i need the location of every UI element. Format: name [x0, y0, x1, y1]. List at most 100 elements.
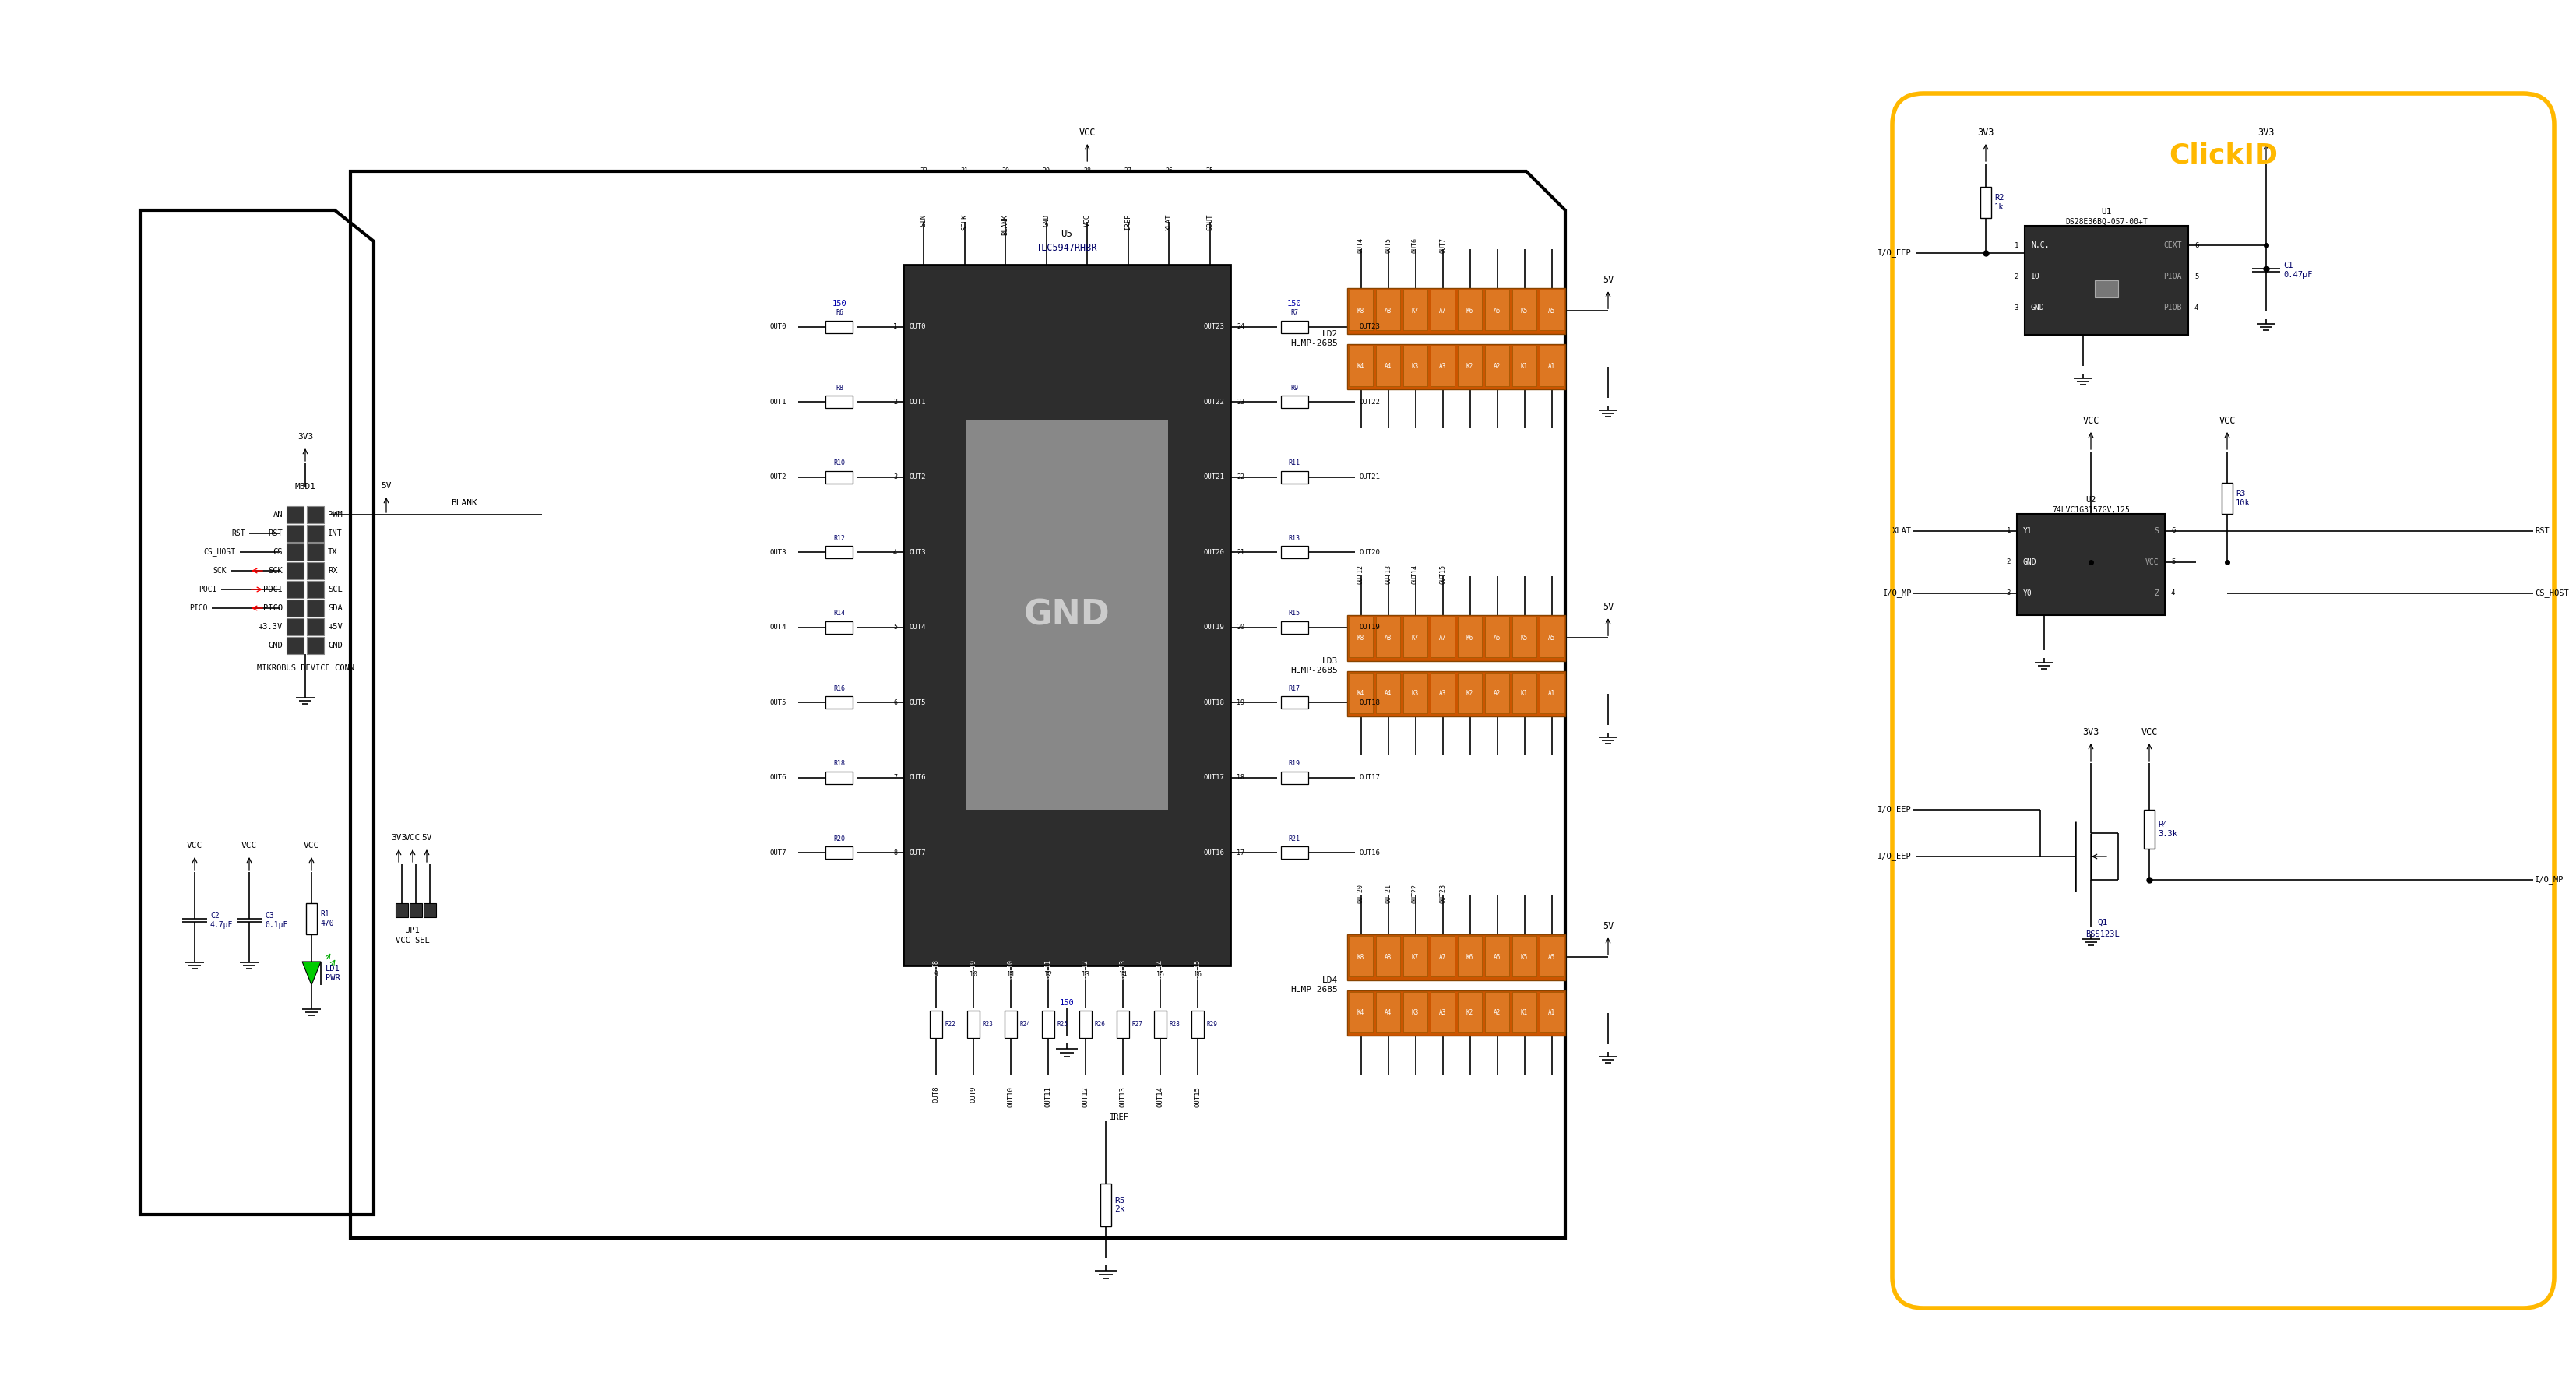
Bar	[824, 847, 853, 858]
Text: R21: R21	[1288, 834, 1301, 843]
Text: I/O_EEP: I/O_EEP	[1878, 249, 1911, 258]
Text: OUT9: OUT9	[971, 959, 976, 974]
Text: R25: R25	[1059, 1021, 1069, 1028]
Text: A3: A3	[1440, 1009, 1445, 1016]
Text: PIOA: PIOA	[2164, 273, 2182, 280]
Text: OUT7: OUT7	[909, 850, 927, 857]
Text: GND: GND	[2022, 559, 2038, 566]
Text: K3: K3	[1412, 1009, 1419, 1016]
Text: CS_HOST: CS_HOST	[204, 547, 237, 556]
Text: K4: K4	[1358, 1009, 1365, 1016]
Text: R16: R16	[835, 685, 845, 692]
Text: OUT19: OUT19	[1360, 624, 1381, 631]
Text: SCK: SCK	[268, 567, 283, 574]
Text: R2
1k: R2 1k	[1994, 195, 2004, 211]
Text: A1: A1	[1548, 690, 1556, 697]
Text: 2: 2	[894, 399, 896, 406]
Text: K8: K8	[1358, 953, 1365, 960]
Bar	[824, 546, 853, 559]
Text: 4: 4	[2195, 304, 2197, 311]
Text: Q1: Q1	[2097, 918, 2107, 927]
Bar	[1540, 616, 1564, 657]
Bar	[1404, 616, 1427, 657]
Text: A3: A3	[1440, 363, 1445, 370]
Text: RST: RST	[268, 529, 283, 538]
Text: K6: K6	[1466, 634, 1473, 641]
Text: K2: K2	[1466, 1009, 1473, 1016]
Text: A8: A8	[1383, 634, 1391, 641]
Text: VCC: VCC	[188, 841, 204, 850]
Text: A2: A2	[1494, 690, 1502, 697]
Text: 3V3: 3V3	[2081, 727, 2099, 736]
Bar	[1404, 672, 1427, 713]
Text: R10: R10	[835, 459, 845, 466]
Text: OUT4: OUT4	[770, 624, 786, 631]
Text: U1: U1	[2102, 207, 2112, 216]
Text: 1: 1	[894, 323, 896, 330]
Bar	[307, 563, 325, 580]
Bar	[1347, 990, 1566, 1036]
Bar	[286, 507, 304, 524]
Text: R13: R13	[1288, 535, 1301, 542]
Text: A5: A5	[1548, 953, 1556, 960]
Text: R18: R18	[835, 760, 845, 767]
Bar	[1484, 346, 1510, 386]
Text: 6: 6	[2172, 528, 2174, 535]
Text: MBD1: MBD1	[294, 483, 317, 490]
Text: K7: K7	[1412, 634, 1419, 641]
Bar	[1347, 615, 1566, 661]
Text: OUT11: OUT11	[1046, 1086, 1051, 1107]
Text: I/O_MP: I/O_MP	[2535, 875, 2563, 885]
Text: VCC: VCC	[304, 841, 319, 850]
Text: PWM: PWM	[327, 511, 343, 518]
Text: 2: 2	[2014, 273, 2020, 280]
Text: OUT19: OUT19	[1203, 624, 1224, 631]
Text: OUT21: OUT21	[1203, 473, 1224, 480]
Text: K3: K3	[1412, 690, 1419, 697]
Text: CS: CS	[273, 549, 283, 556]
Text: OUT4: OUT4	[909, 624, 927, 631]
Text: TLC5947RHBR: TLC5947RHBR	[1036, 242, 1097, 252]
Bar	[286, 637, 304, 654]
Text: RX: RX	[327, 567, 337, 574]
FancyBboxPatch shape	[1893, 94, 2555, 1308]
Text: XLAT: XLAT	[1893, 528, 1911, 535]
Text: SIN: SIN	[920, 214, 927, 227]
Text: OUT18: OUT18	[1203, 699, 1224, 706]
Bar	[1376, 346, 1401, 386]
Text: 31: 31	[961, 168, 969, 175]
Text: VCC: VCC	[2146, 559, 2159, 566]
Bar	[307, 619, 325, 636]
Polygon shape	[301, 962, 322, 986]
Text: I/O_MP: I/O_MP	[1883, 589, 1911, 598]
Bar	[1458, 616, 1481, 657]
Text: BLANK: BLANK	[451, 500, 477, 507]
Bar	[1458, 991, 1481, 1032]
Text: 5: 5	[2195, 273, 2197, 280]
Bar	[1430, 346, 1455, 386]
Text: PICO: PICO	[263, 605, 283, 612]
Text: BSS123L: BSS123L	[2087, 931, 2120, 938]
Text: 4: 4	[894, 549, 896, 556]
Text: K1: K1	[1520, 363, 1528, 370]
Text: R12: R12	[835, 535, 845, 542]
Bar	[1376, 290, 1401, 330]
Text: OUT20: OUT20	[1360, 549, 1381, 556]
Bar	[307, 507, 325, 524]
Text: 15: 15	[1157, 972, 1164, 979]
Bar	[307, 543, 325, 560]
Text: 3V3: 3V3	[2257, 127, 2275, 137]
Text: CEXT: CEXT	[2164, 241, 2182, 249]
Text: VCC: VCC	[2081, 416, 2099, 426]
Text: K4: K4	[1358, 690, 1365, 697]
Text: 24: 24	[1236, 323, 1244, 330]
Bar	[1079, 1011, 1092, 1037]
Text: OUT20: OUT20	[1358, 883, 1365, 903]
Text: K7: K7	[1412, 308, 1419, 315]
Text: 10: 10	[969, 972, 976, 979]
Bar	[966, 1011, 979, 1037]
Text: 27: 27	[1123, 168, 1131, 175]
Bar	[1350, 290, 1373, 330]
Bar	[1540, 672, 1564, 713]
Text: 150: 150	[832, 300, 848, 308]
